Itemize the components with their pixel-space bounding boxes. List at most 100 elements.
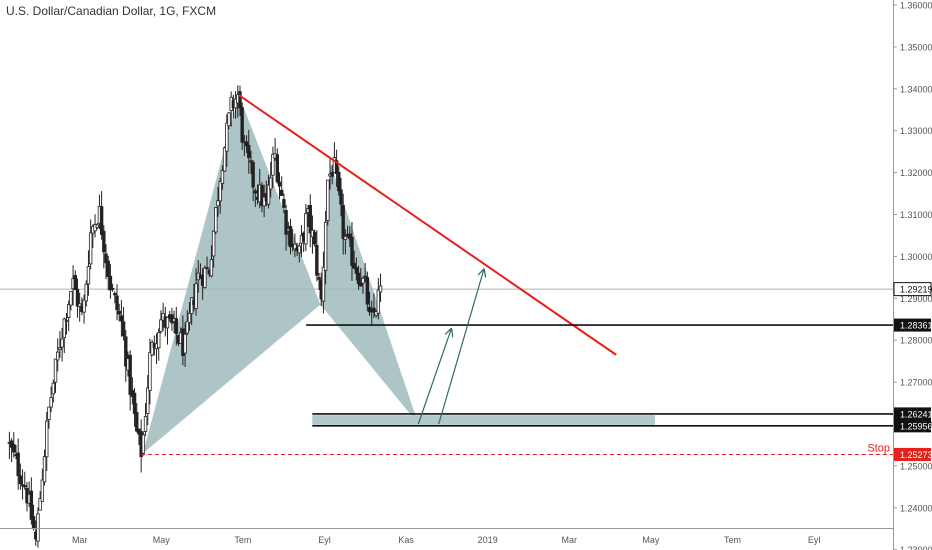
candle-body-down bbox=[75, 288, 80, 307]
candle bbox=[189, 297, 194, 325]
candle bbox=[288, 218, 293, 255]
projection-arrow[interactable] bbox=[438, 270, 484, 425]
candle bbox=[304, 203, 308, 251]
candle bbox=[108, 264, 113, 299]
candle bbox=[113, 291, 117, 304]
candle bbox=[47, 406, 51, 429]
candle bbox=[174, 306, 178, 346]
time-tick-label: Eyl bbox=[318, 535, 331, 545]
candle bbox=[132, 388, 137, 427]
candle bbox=[51, 379, 56, 403]
candle bbox=[253, 188, 258, 207]
candle bbox=[143, 403, 148, 436]
candle bbox=[104, 244, 108, 280]
candle-body-down bbox=[104, 253, 108, 264]
candle bbox=[75, 278, 80, 318]
candle bbox=[282, 193, 286, 214]
candle bbox=[247, 130, 251, 174]
candle bbox=[69, 291, 73, 311]
candle bbox=[150, 339, 154, 357]
time-tick-label: Eyl bbox=[808, 535, 821, 545]
time-tick-label: Kas bbox=[398, 535, 414, 545]
chart-title: U.S. Dollar/Canadian Dollar, 1G, FXCM bbox=[6, 4, 217, 18]
candle-body-down bbox=[354, 267, 359, 274]
candle-body-down bbox=[350, 236, 354, 266]
candle-body-down bbox=[363, 275, 367, 278]
entry-zone bbox=[312, 415, 655, 425]
candle-body-up bbox=[189, 297, 194, 315]
time-tick-label: Tem bbox=[724, 535, 741, 545]
candle-body-down bbox=[238, 91, 242, 109]
candle-body-up bbox=[214, 207, 218, 233]
candle bbox=[378, 273, 383, 302]
candle bbox=[359, 267, 363, 287]
candle bbox=[205, 256, 209, 270]
stop-label: Stop bbox=[867, 442, 890, 454]
candle-body-up bbox=[209, 259, 214, 277]
price-tick-label: 1.27000 bbox=[900, 378, 932, 388]
candle-body-up bbox=[60, 338, 64, 348]
time-axis[interactable]: Mar May Tem Eyl Kas 2019 Mar May Tem Eyl bbox=[0, 528, 893, 546]
candle-body-down bbox=[174, 318, 178, 334]
candle bbox=[73, 270, 77, 290]
candle bbox=[88, 219, 93, 270]
candle bbox=[315, 230, 319, 282]
candle bbox=[317, 272, 321, 290]
candle bbox=[251, 160, 255, 202]
candle bbox=[293, 233, 297, 258]
candle-body-up bbox=[183, 333, 187, 354]
candle-body-up bbox=[194, 283, 198, 309]
projection-arrow[interactable] bbox=[417, 330, 451, 425]
candle-body-down bbox=[249, 160, 253, 163]
candle-body-down bbox=[135, 412, 139, 432]
candle-body-up bbox=[225, 122, 229, 152]
candle-body-up bbox=[47, 406, 51, 420]
candle bbox=[36, 507, 40, 548]
candles-layer bbox=[7, 85, 383, 548]
candle-body-down bbox=[330, 172, 334, 177]
level-price-label-bg bbox=[894, 318, 931, 332]
candle bbox=[227, 111, 231, 130]
candle bbox=[376, 278, 381, 320]
candle bbox=[115, 284, 119, 321]
candle bbox=[66, 300, 71, 332]
candle-body-up bbox=[211, 230, 216, 257]
price-tick-label: 1.35000 bbox=[900, 42, 932, 52]
candle-body-up bbox=[233, 98, 238, 109]
candle-body-down bbox=[29, 490, 34, 520]
last-price-label-border bbox=[893, 282, 932, 297]
candle-body-up bbox=[146, 387, 150, 414]
candle-body-down bbox=[31, 516, 36, 530]
candle-body-up bbox=[297, 245, 301, 254]
candle-body-up bbox=[165, 316, 170, 329]
candle-body-up bbox=[262, 196, 266, 207]
candle bbox=[121, 306, 126, 341]
candle-body-up bbox=[266, 184, 271, 205]
candle bbox=[334, 149, 339, 187]
candle bbox=[244, 135, 249, 154]
candle bbox=[165, 316, 170, 345]
candle-body-down bbox=[251, 162, 255, 188]
candle bbox=[183, 322, 187, 368]
descending-trendline[interactable] bbox=[238, 94, 617, 356]
price-tick-label: 1.28000 bbox=[900, 336, 932, 346]
candle bbox=[365, 271, 370, 312]
candle bbox=[86, 250, 91, 296]
candle bbox=[42, 449, 47, 486]
candle bbox=[135, 403, 139, 433]
candle bbox=[49, 386, 53, 412]
candle-body-up bbox=[216, 200, 220, 207]
candle bbox=[225, 114, 229, 167]
candle-body-up bbox=[157, 332, 161, 349]
candle-body-down bbox=[260, 185, 264, 207]
candle bbox=[348, 226, 352, 247]
price-axis[interactable]: 1.36000 1.35000 1.34000 1.33000 1.32000 1.310… bbox=[893, 0, 932, 550]
candle-body-down bbox=[275, 154, 280, 183]
candle bbox=[209, 245, 214, 278]
candle-body-down bbox=[18, 475, 23, 485]
candle bbox=[350, 221, 354, 281]
candle bbox=[141, 431, 146, 456]
candle-body-down bbox=[365, 277, 370, 305]
candle bbox=[266, 175, 271, 209]
